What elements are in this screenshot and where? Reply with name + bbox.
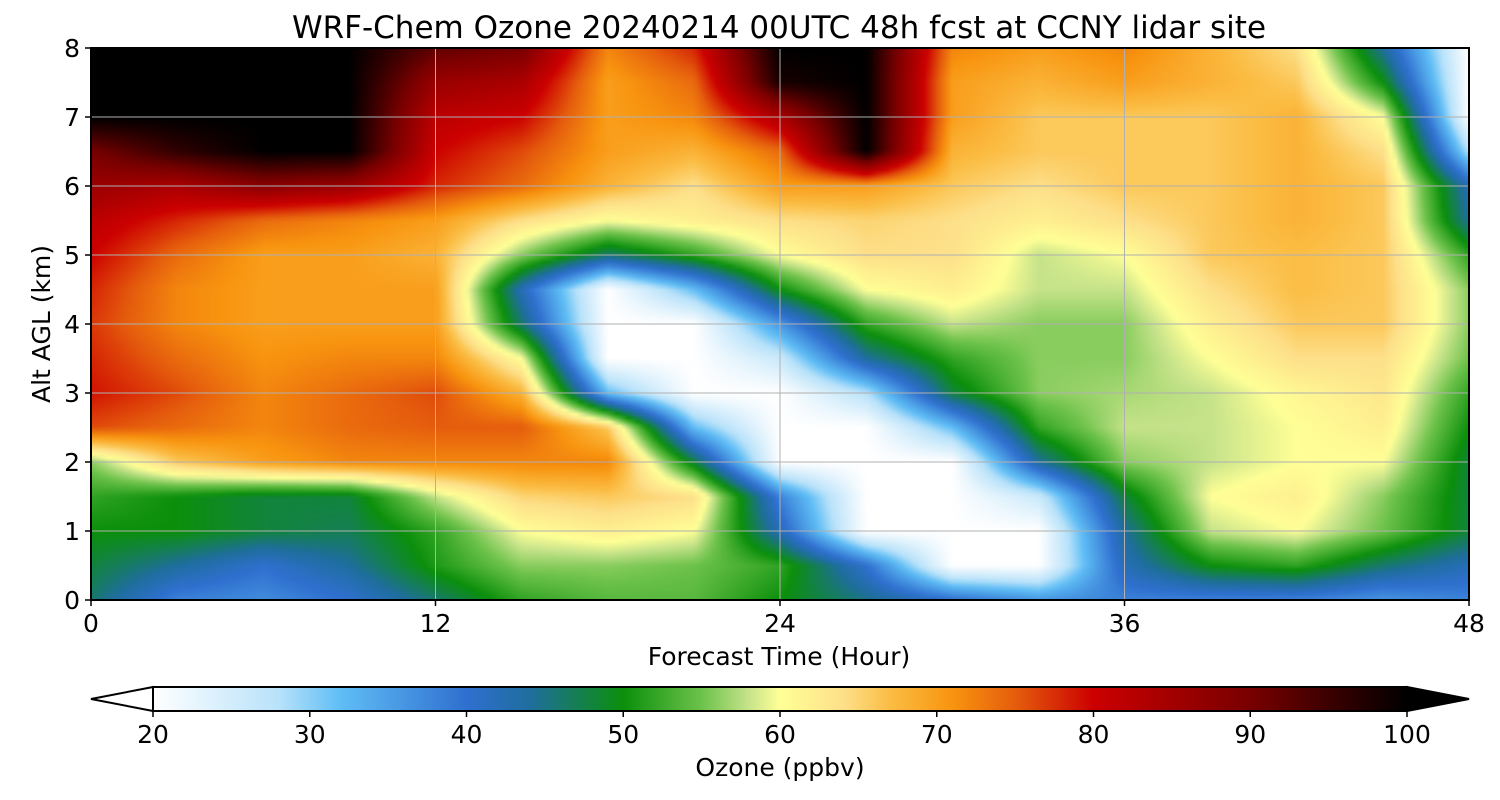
colorbar-gradient xyxy=(153,687,1407,711)
x-tick-label: 48 xyxy=(1453,609,1485,638)
colorbar-tick-label: 20 xyxy=(137,720,169,749)
colorbar-tick-label: 30 xyxy=(294,720,326,749)
y-tick-label: 1 xyxy=(64,517,80,546)
colorbar-extend-low xyxy=(90,685,154,713)
colorbar-tick-label: 60 xyxy=(764,720,796,749)
y-tick-label: 3 xyxy=(64,379,80,408)
colorbar-tick-label: 80 xyxy=(1078,720,1110,749)
colorbar-tick-label: 70 xyxy=(921,720,953,749)
x-axis: 0 12 24 36 48 xyxy=(83,600,1485,638)
colorbar-label: Ozone (ppbv) xyxy=(695,753,864,782)
y-tick-label: 7 xyxy=(64,103,80,132)
colorbar: 20 30 40 50 60 70 80 90 100 xyxy=(90,685,1470,749)
x-tick-label: 36 xyxy=(1109,609,1141,638)
colorbar-tick-label: 90 xyxy=(1234,720,1266,749)
y-tick-label: 8 xyxy=(64,34,80,63)
y-tick-label: 2 xyxy=(64,448,80,477)
colorbar-ticks: 20 30 40 50 60 70 80 90 100 xyxy=(137,711,1431,749)
chart-title: WRF-Chem Ozone 20240214 00UTC 48h fcst a… xyxy=(292,10,1266,46)
y-tick-label: 6 xyxy=(64,172,80,201)
colorbar-tick-label: 50 xyxy=(607,720,639,749)
y-axis-label: Alt AGL (km) xyxy=(27,245,56,403)
colorbar-tick-label: 100 xyxy=(1383,720,1431,749)
x-tick-label: 0 xyxy=(83,609,99,638)
y-tick-label: 0 xyxy=(64,586,80,615)
x-axis-label: Forecast Time (Hour) xyxy=(648,642,911,671)
y-tick-label: 4 xyxy=(64,310,80,339)
colorbar-extend-high xyxy=(1406,685,1470,713)
x-tick-label: 24 xyxy=(764,609,796,638)
x-tick-label: 12 xyxy=(420,609,452,638)
y-axis: 0 1 2 3 4 5 6 7 8 xyxy=(64,34,91,615)
y-tick-label: 5 xyxy=(64,241,80,270)
colorbar-tick-label: 40 xyxy=(451,720,483,749)
